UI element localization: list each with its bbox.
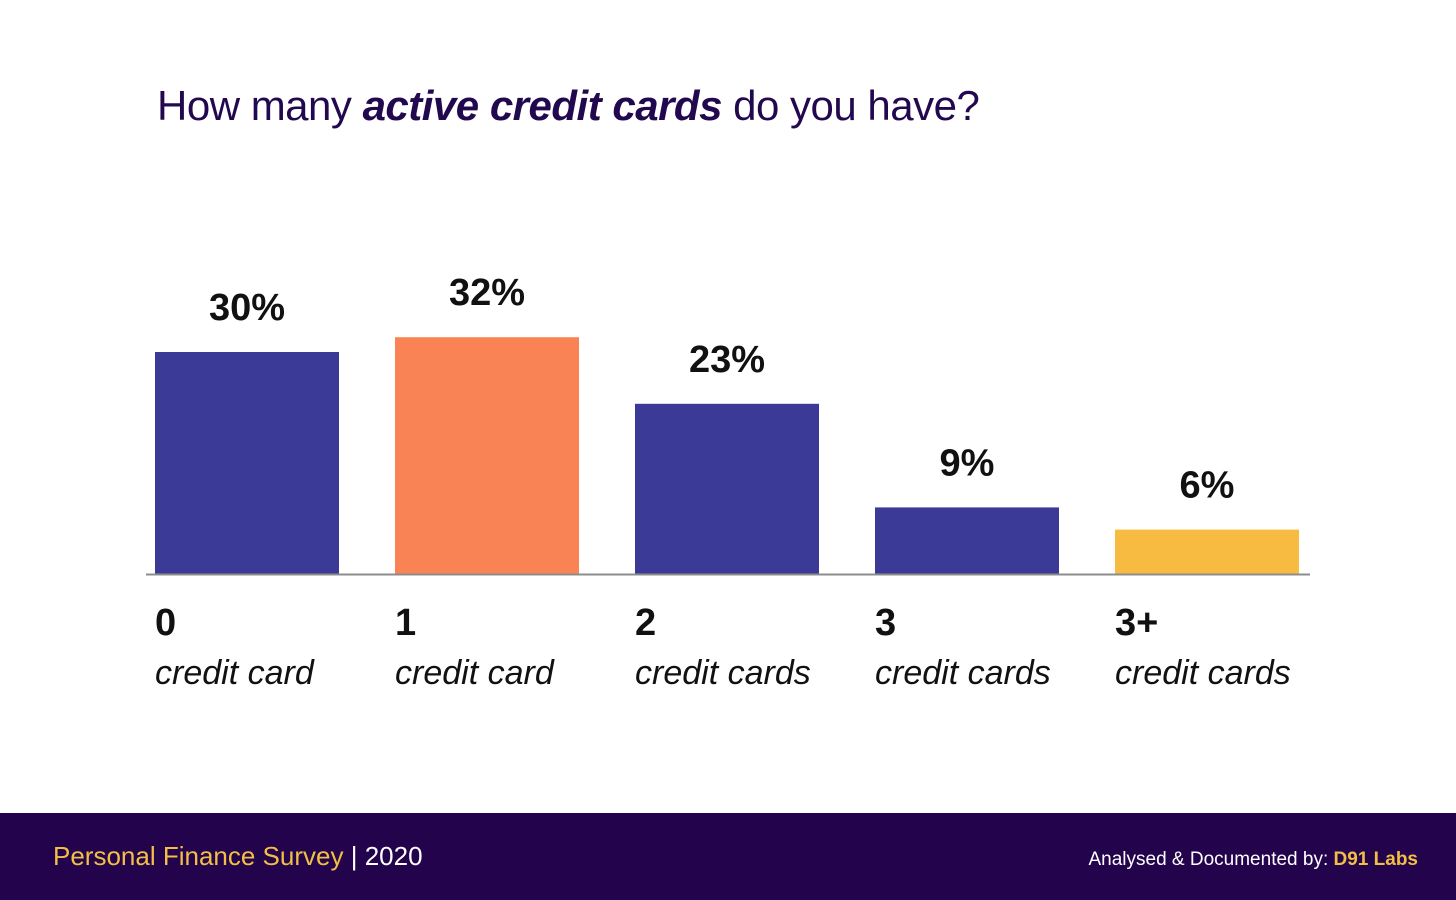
credit-prefix: Analysed & Documented by: <box>1088 849 1334 870</box>
category-label-0: 0 credit card <box>155 600 385 694</box>
value-label-1: 32% <box>449 272 525 314</box>
bar-3 <box>875 507 1059 574</box>
category-subtitle-0: credit card <box>155 654 314 692</box>
value-label-2: 23% <box>689 339 765 381</box>
title-prefix: How many <box>157 82 363 129</box>
category-subtitle-1: credit card <box>395 654 554 692</box>
category-number-0: 0 <box>155 602 177 644</box>
bar-chart: 30% 32% 23% 9% 6% <box>146 272 1310 576</box>
category-label-1: 1 credit card <box>395 600 625 694</box>
value-label-3: 9% <box>940 442 995 484</box>
bar-2 <box>635 403 819 574</box>
credit-org: D91 Labs <box>1333 849 1418 870</box>
chart-title: How many active credit cards do you have… <box>157 82 980 130</box>
category-number-1: 1 <box>395 602 417 644</box>
value-labels: 30% 32% 23% 9% 6% <box>209 272 1234 506</box>
footer-credit: Analysed & Documented by: D91 Labs <box>1088 849 1418 871</box>
category-label-2: 2 credit cards <box>635 600 865 694</box>
category-subtitle-4: credit cards <box>1115 654 1291 692</box>
footer-separator: | <box>343 841 365 871</box>
category-number-3: 3 <box>875 602 897 644</box>
category-number-4: 3+ <box>1115 602 1159 644</box>
category-subtitle-3: credit cards <box>875 654 1051 692</box>
value-label-0: 30% <box>209 287 285 329</box>
bar-1 <box>395 337 579 574</box>
survey-year: 2020 <box>364 841 423 871</box>
category-subtitle-2: credit cards <box>635 654 811 692</box>
title-emphasis: active credit cards <box>362 82 723 129</box>
survey-name: Personal Finance Survey <box>53 841 344 871</box>
bar-4 <box>1115 529 1299 574</box>
category-number-2: 2 <box>635 602 657 644</box>
title-suffix: do you have? <box>721 82 980 129</box>
category-label-4: 3+ credit cards <box>1115 600 1345 694</box>
footer-bar: Personal Finance Survey | 2020 Analysed … <box>0 813 1456 900</box>
category-label-3: 3 credit cards <box>875 600 1105 694</box>
bar-0 <box>155 352 339 574</box>
bars <box>155 337 1299 574</box>
footer-survey-title: Personal Finance Survey | 2020 <box>53 841 423 872</box>
value-label-4: 6% <box>1180 465 1235 507</box>
